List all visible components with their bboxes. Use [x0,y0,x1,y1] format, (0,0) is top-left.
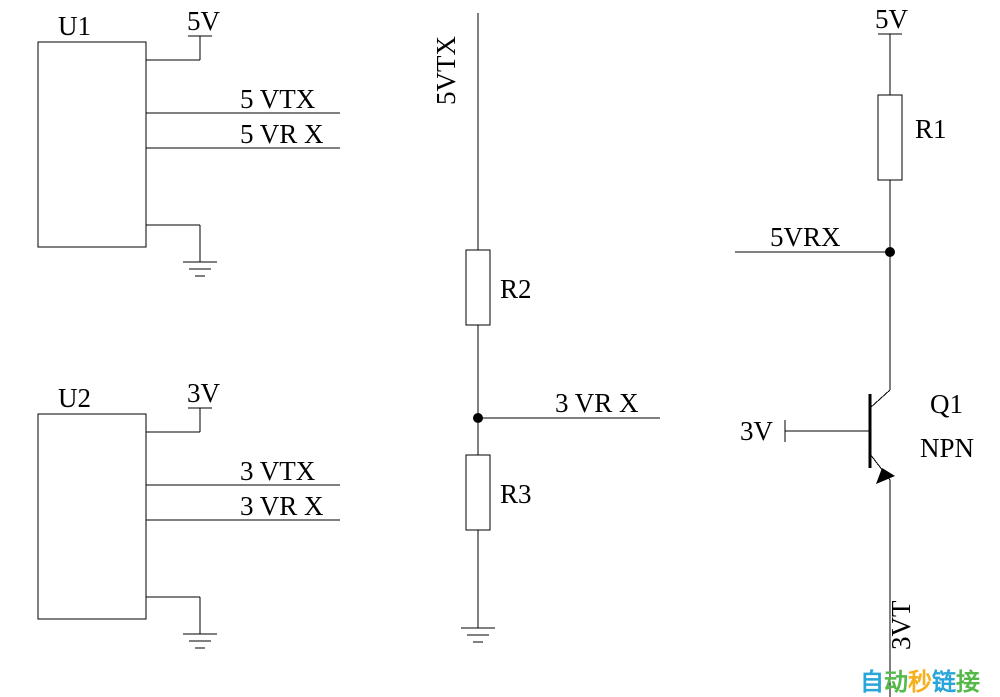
ic-U2 [38,414,146,619]
pin-label: 3 VTX [240,456,316,486]
bjt-emitter-arrow [876,468,895,484]
net-label-3vtx: 3VT [886,600,916,650]
power-label: 3V [187,378,221,408]
ic-ref: U1 [58,11,91,41]
power-label: 5V [875,4,909,34]
ref-R2: R2 [500,274,532,304]
net-label-5vtx: 5VTX [431,36,461,105]
net-label-5vrx: 5VRX [770,222,841,252]
pin-label: 5 VTX [240,84,316,114]
ref-R1: R1 [915,114,947,144]
type-Q1: NPN [920,433,974,463]
power-label: 5V [187,6,221,36]
bjt-collector [870,390,890,408]
pin-label: 3 VR X [240,491,324,521]
resistor-R3 [466,455,490,530]
ic-ref: U2 [58,383,91,413]
watermark: 自动秒链接 [860,668,980,696]
resistor-R2 [466,250,490,325]
ref-Q1: Q1 [930,389,963,419]
ref-R3: R3 [500,479,532,509]
ic-U1 [38,42,146,247]
net-label-3vrx: 3 VR X [555,388,639,418]
pin-label: 5 VR X [240,119,324,149]
net-label-3v: 3V [740,416,774,446]
resistor-R1 [878,95,902,180]
